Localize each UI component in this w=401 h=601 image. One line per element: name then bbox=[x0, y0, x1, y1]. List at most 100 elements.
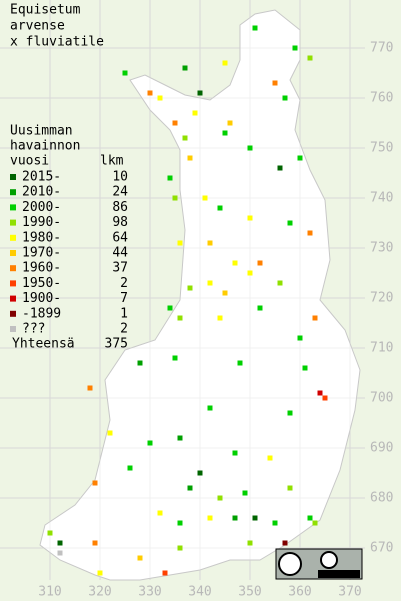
legend-swatch bbox=[10, 265, 16, 272]
y-tick-label: 670 bbox=[370, 541, 393, 556]
record-square bbox=[227, 120, 233, 126]
record-square bbox=[182, 65, 188, 71]
y-tick-label: 770 bbox=[370, 41, 393, 56]
title-line: x fluviatile bbox=[10, 35, 104, 50]
record-square bbox=[317, 390, 323, 396]
record-square bbox=[272, 80, 278, 86]
legend-label: 1960- bbox=[22, 261, 61, 276]
record-square bbox=[47, 530, 53, 536]
record-square bbox=[57, 540, 63, 546]
legend-swatch bbox=[10, 295, 16, 302]
legend-label: 1980- bbox=[22, 230, 61, 245]
legend-label: 2015- bbox=[22, 170, 61, 185]
record-square bbox=[277, 280, 283, 286]
legend-label: 1950- bbox=[22, 276, 61, 291]
record-square bbox=[182, 135, 188, 141]
record-square bbox=[232, 450, 238, 456]
record-square bbox=[177, 545, 183, 551]
record-square bbox=[157, 95, 163, 101]
legend-swatch bbox=[10, 174, 16, 180]
legend-count: 64 bbox=[112, 230, 128, 245]
y-tick-label: 760 bbox=[370, 91, 393, 106]
record-square bbox=[167, 175, 173, 181]
record-square bbox=[87, 385, 93, 391]
record-square bbox=[272, 520, 278, 526]
record-square bbox=[197, 90, 203, 96]
y-tick-label: 750 bbox=[370, 141, 393, 156]
record-square bbox=[237, 360, 243, 366]
y-tick-label: 720 bbox=[370, 291, 393, 306]
legend-heading: havainnon bbox=[10, 139, 80, 154]
legend-label: 1970- bbox=[22, 246, 61, 261]
record-square bbox=[217, 495, 223, 501]
y-tick-label: 690 bbox=[370, 441, 393, 456]
record-square bbox=[312, 315, 318, 321]
x-tick-label: 310 bbox=[38, 585, 61, 600]
x-tick-label: 350 bbox=[238, 585, 261, 600]
record-square bbox=[207, 280, 213, 286]
y-tick-label: 700 bbox=[370, 391, 393, 406]
record-square bbox=[307, 515, 313, 521]
record-square bbox=[177, 520, 183, 526]
record-square bbox=[312, 520, 318, 526]
legend-total: 375 bbox=[105, 337, 128, 352]
legend-heading: vuosi bbox=[10, 154, 49, 169]
legend-count: 10 bbox=[112, 170, 128, 185]
by-icon bbox=[320, 551, 338, 569]
y-tick-label: 740 bbox=[370, 191, 393, 206]
record-square bbox=[162, 570, 168, 576]
record-square bbox=[277, 165, 283, 171]
record-square bbox=[92, 480, 98, 486]
legend-label: 1900- bbox=[22, 291, 61, 306]
record-square bbox=[257, 305, 263, 311]
title-line: arvense bbox=[10, 19, 65, 34]
legend-count: 98 bbox=[112, 215, 128, 230]
record-square bbox=[217, 205, 223, 211]
record-square bbox=[247, 145, 253, 151]
record-square bbox=[252, 25, 258, 31]
record-square bbox=[147, 90, 153, 96]
x-tick-label: 320 bbox=[88, 585, 111, 600]
record-square bbox=[222, 60, 228, 66]
y-tick-label: 730 bbox=[370, 241, 393, 256]
legend-swatch bbox=[10, 204, 16, 211]
legend-count: 86 bbox=[112, 200, 128, 215]
record-square bbox=[282, 95, 288, 101]
record-square bbox=[287, 410, 293, 416]
legend-count: 2 bbox=[120, 276, 128, 291]
record-square bbox=[187, 485, 193, 491]
record-square bbox=[147, 440, 153, 446]
record-square bbox=[207, 515, 213, 521]
legend-swatch bbox=[10, 310, 16, 317]
record-square bbox=[222, 130, 228, 136]
legend-heading: Uusimman bbox=[10, 124, 73, 139]
record-square bbox=[137, 555, 143, 561]
legend-count: 24 bbox=[112, 185, 128, 200]
record-square bbox=[202, 195, 208, 201]
legend-label: 1990- bbox=[22, 215, 61, 230]
by-bar bbox=[318, 570, 360, 578]
legend-count: 2 bbox=[120, 322, 128, 337]
x-tick-label: 360 bbox=[288, 585, 311, 600]
legend-count: 37 bbox=[112, 261, 128, 276]
record-square bbox=[257, 260, 263, 266]
record-square bbox=[287, 485, 293, 491]
finland-outline bbox=[39, 9, 361, 581]
record-square bbox=[247, 215, 253, 221]
record-square bbox=[187, 285, 193, 291]
legend-label: -1899 bbox=[22, 306, 61, 321]
record-square bbox=[122, 70, 128, 76]
record-square bbox=[167, 305, 173, 311]
legend-count: 7 bbox=[120, 291, 128, 306]
x-tick-label: 330 bbox=[138, 585, 161, 600]
record-square bbox=[232, 515, 238, 521]
legend-count: 44 bbox=[112, 246, 128, 261]
record-square bbox=[217, 315, 223, 321]
legend-swatch bbox=[10, 234, 16, 241]
record-square bbox=[107, 430, 113, 436]
legend-swatch bbox=[10, 326, 16, 332]
record-square bbox=[247, 270, 253, 276]
record-square bbox=[297, 335, 303, 341]
record-square bbox=[287, 220, 293, 226]
